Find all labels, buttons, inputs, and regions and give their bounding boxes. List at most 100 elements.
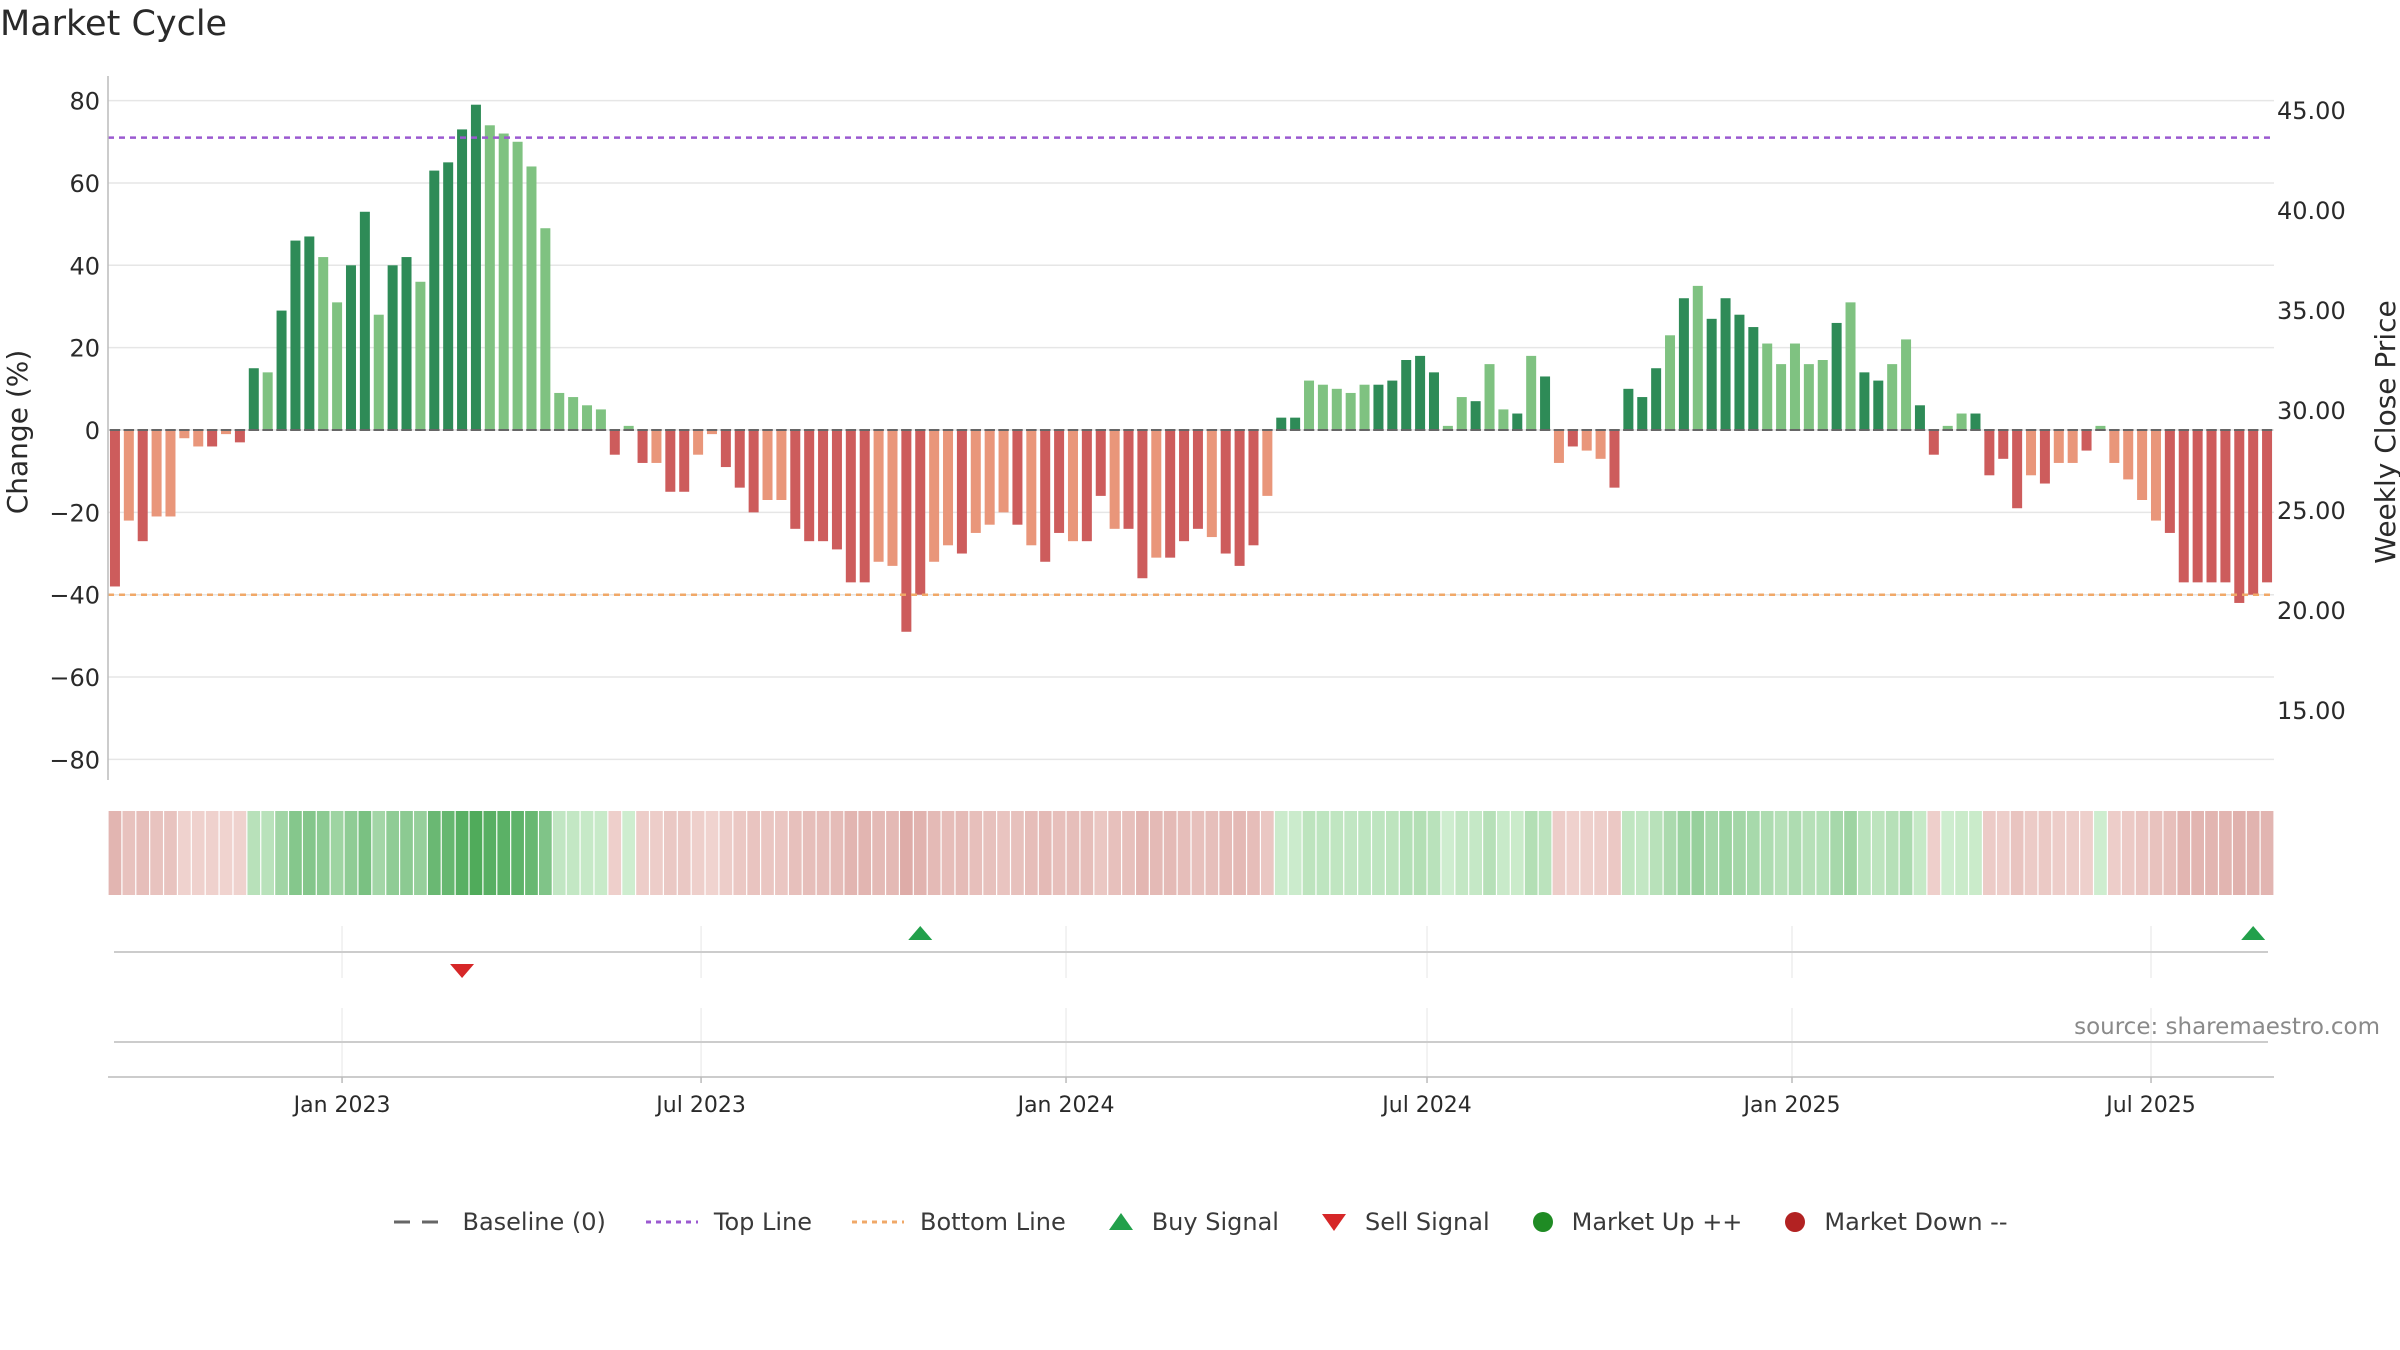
bar	[1595, 430, 1606, 459]
legend-label: Market Down --	[1824, 1208, 2008, 1236]
heat-band	[108, 811, 2274, 895]
band-cell	[663, 811, 677, 895]
bar	[1123, 430, 1134, 529]
bar	[2137, 430, 2148, 500]
legend-item-sell-signal[interactable]: Sell Signal	[1317, 1208, 1490, 1236]
top-line-swatch-icon	[645, 1220, 698, 1224]
legend-item-baseline[interactable]: Baseline (0)	[392, 1208, 606, 1236]
y-tick-label-left: −20	[49, 499, 100, 527]
legend-label: Sell Signal	[1364, 1208, 1490, 1236]
y-tick-label-left: 60	[69, 170, 100, 198]
band-cell	[247, 811, 261, 895]
bar	[984, 430, 995, 525]
y-tick-label-right: 40.00	[2277, 197, 2346, 225]
band-cell	[2024, 811, 2038, 895]
legend-label: Market Up ++	[1571, 1208, 1743, 1236]
band-cell	[2135, 811, 2149, 895]
band-cell	[1219, 811, 1233, 895]
bar	[290, 240, 301, 430]
band-cell	[178, 811, 191, 895]
band-cell	[1802, 811, 1816, 895]
x-tick-label: Jul 2023	[654, 1093, 746, 1118]
bar	[1081, 430, 1092, 542]
band-cell	[1927, 811, 1941, 895]
legend-label: Bottom Line	[920, 1208, 1066, 1236]
bar	[748, 430, 759, 513]
bar	[1901, 339, 1912, 430]
y-tick-label-right: 15.00	[2277, 697, 2346, 725]
band-cell	[2246, 811, 2260, 895]
bottom-line-swatch-icon	[852, 1220, 905, 1224]
bar	[2150, 430, 2161, 521]
bar	[1803, 364, 1814, 430]
y-tick-label-right: 35.00	[2277, 297, 2346, 325]
x-tick-label: Jul 2025	[2104, 1093, 2196, 1118]
bar	[693, 430, 704, 455]
bar	[1651, 368, 1662, 430]
band-cell	[1538, 811, 1552, 895]
bar	[582, 405, 593, 430]
y-tick-label-right: 45.00	[2277, 97, 2346, 125]
bar	[2053, 430, 2064, 463]
y-tick-label-left: 80	[69, 88, 100, 116]
band-cell	[941, 811, 955, 895]
band-cell	[1719, 811, 1732, 895]
bar	[1040, 430, 1051, 562]
bar	[706, 430, 717, 435]
band-cell	[802, 811, 816, 895]
bar	[248, 368, 259, 430]
bar	[943, 430, 954, 546]
bar	[2123, 430, 2134, 480]
bar	[109, 430, 120, 587]
legend-item-top-line[interactable]: Top Line	[644, 1208, 812, 1236]
bar	[2109, 430, 2120, 463]
band-cell	[1788, 811, 1802, 895]
bar	[1928, 430, 1939, 455]
band-cell	[761, 811, 774, 895]
bar	[1678, 298, 1689, 430]
band-cell	[1149, 811, 1163, 895]
band-cell	[733, 811, 747, 895]
bar	[123, 430, 134, 521]
band-cell	[344, 811, 358, 895]
band-cell	[1969, 811, 1982, 895]
legend-label: Buy Signal	[1151, 1208, 1279, 1236]
legend-item-market-down[interactable]: Market Down --	[1780, 1208, 2008, 1236]
band-cell	[691, 811, 705, 895]
bar	[2192, 430, 2203, 583]
band-cell	[275, 811, 288, 895]
bar	[1914, 405, 1925, 430]
band-cell	[1011, 811, 1024, 895]
bar	[234, 430, 245, 443]
band-cell	[372, 811, 386, 895]
band-cell	[1858, 811, 1871, 895]
bar	[776, 430, 787, 500]
band-cell	[1052, 811, 1066, 895]
band-cell	[2038, 811, 2052, 895]
bar	[2262, 430, 2273, 583]
band-cell	[289, 811, 302, 895]
band-cell	[886, 811, 899, 895]
bar	[1262, 430, 1273, 496]
legend: Baseline (0) Top Line Bottom Line Buy Si…	[0, 1208, 2400, 1236]
bar	[457, 129, 468, 431]
band-cell	[1163, 811, 1177, 895]
band-cell	[1733, 811, 1746, 895]
band-cell	[1635, 811, 1649, 895]
band-cell	[955, 811, 969, 895]
band-cell	[2149, 811, 2163, 895]
bar	[193, 430, 204, 447]
band-cell	[983, 811, 997, 895]
bar	[2178, 430, 2189, 583]
legend-item-bottom-line[interactable]: Bottom Line	[850, 1208, 1066, 1236]
bar	[1762, 343, 1773, 430]
band-cell	[400, 811, 413, 895]
bar	[1359, 384, 1370, 430]
bar	[1415, 355, 1426, 430]
bar	[1331, 388, 1342, 430]
band-cell	[1302, 811, 1316, 895]
bar	[1054, 430, 1065, 533]
legend-item-market-up[interactable]: Market Up ++	[1528, 1208, 1743, 1236]
band-cell	[497, 811, 511, 895]
legend-item-buy-signal[interactable]: Buy Signal	[1104, 1208, 1279, 1236]
